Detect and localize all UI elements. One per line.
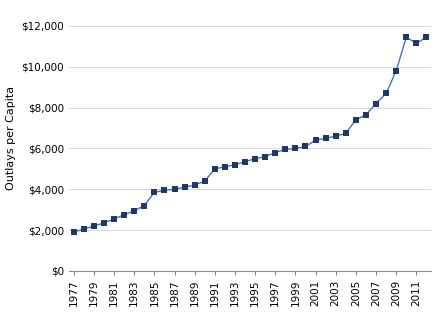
Y-axis label: Outlays per Capita: Outlays per Capita (6, 86, 16, 190)
